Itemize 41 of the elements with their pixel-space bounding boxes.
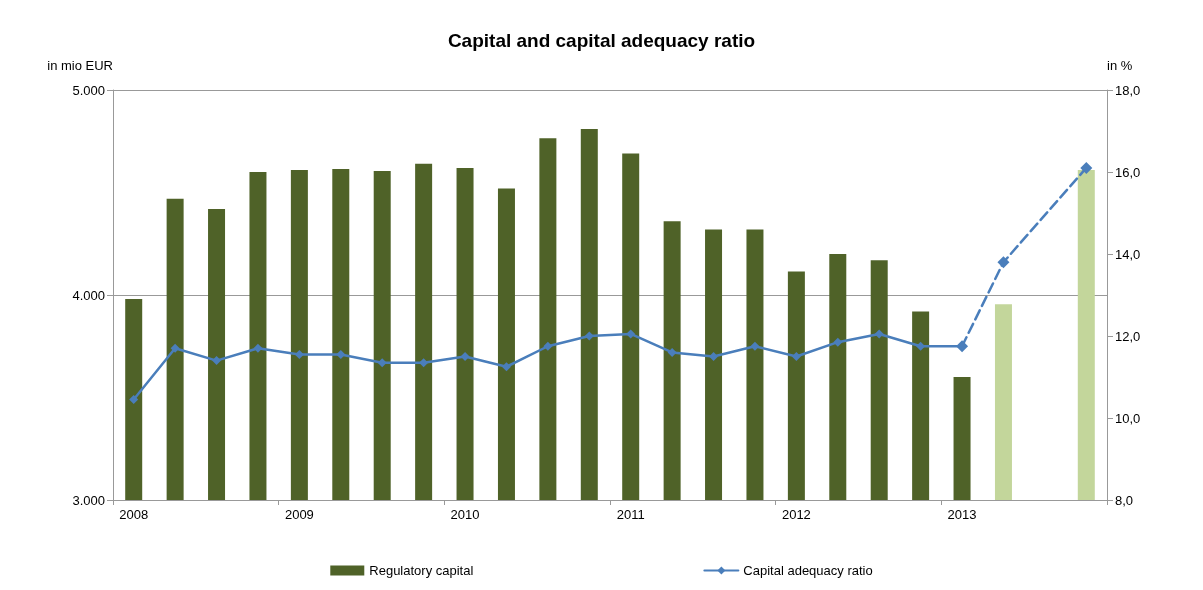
x-tick-label: 2009 [284,507,314,522]
point [294,349,304,359]
x-tick-label: 2013 [947,507,977,522]
chart-title: Capital and capital adequacy ratio [447,30,756,51]
y-tick-label: 3.000 [72,492,105,508]
legend-label: Capital adequacy ratio [743,563,873,578]
x-tick-label: 2011 [616,507,645,522]
point [419,358,429,368]
point [460,352,470,361]
x-tick-label: 2008 [119,507,149,522]
x-tick-label: 2012 [781,507,811,522]
point [997,256,1010,269]
point [170,343,180,353]
point [750,341,760,351]
point [129,395,139,405]
y2-tick-label: 14,0 [1115,246,1141,262]
point [501,362,511,372]
y-tick-label: 4.000 [72,287,105,303]
point [212,356,222,366]
y-tick-label: 5.000 [72,82,105,98]
y2-tick-label: 16,0 [1115,164,1141,180]
point [833,337,843,347]
point [336,349,346,359]
point [626,329,636,339]
y2-axis-title: in % [1107,58,1133,73]
point [709,352,719,361]
point [1080,161,1093,174]
y2-tick-label: 10,0 [1115,410,1141,426]
point [377,358,387,368]
point [667,347,677,357]
y2-tick-label: 8,0 [1115,492,1134,508]
x-tick-label: 2010 [450,507,480,522]
point [874,329,884,339]
y2-tick-label: 12,0 [1115,328,1141,344]
point [253,343,263,353]
legend-label: Regulatory capital [369,563,474,578]
y-axis-title: in mio EUR [47,58,113,73]
y2-tick-label: 18,0 [1115,82,1141,98]
point [584,331,594,341]
point [791,352,801,361]
point [543,341,553,351]
